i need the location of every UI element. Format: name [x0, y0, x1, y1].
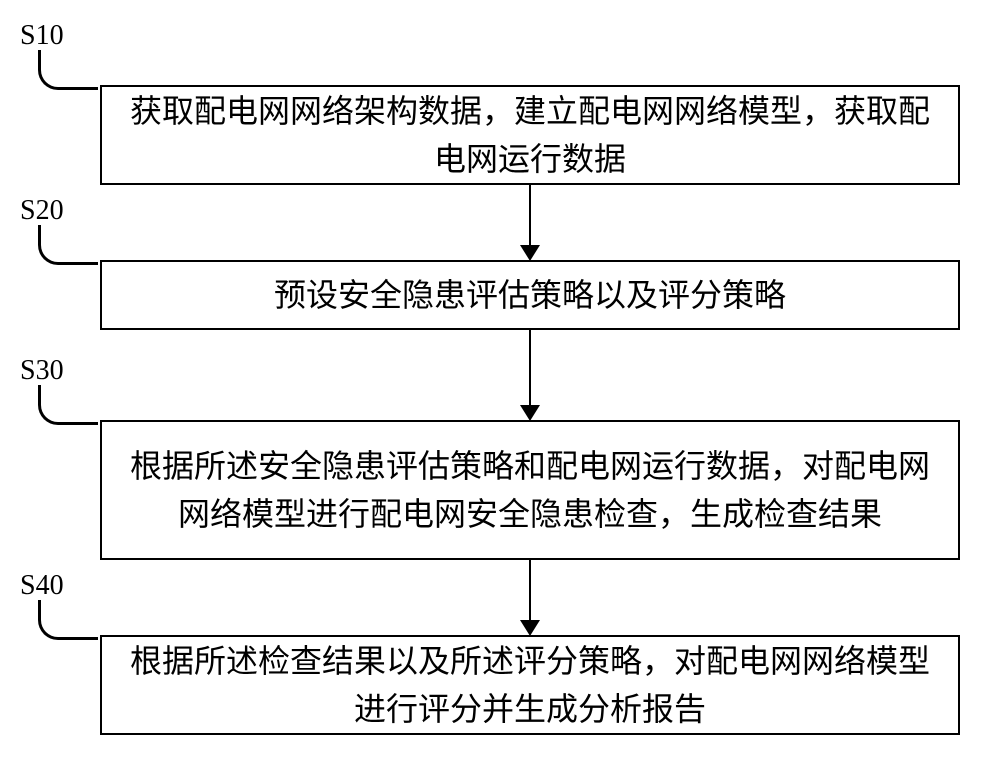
- bracket-s20: [38, 225, 98, 265]
- bracket-s10: [38, 50, 98, 90]
- arrow-s20-s30: [520, 330, 540, 421]
- step-text: 预设安全隐患评估策略以及评分策略: [274, 271, 786, 319]
- step-box-s40: 根据所述检查结果以及所述评分策略，对配电网网络模型进行评分并生成分析报告: [100, 635, 960, 735]
- arrow-head-icon: [520, 245, 540, 261]
- step-text: 获取配电网网络架构数据，建立配电网网络模型，获取配电网运行数据: [122, 87, 938, 183]
- label-text: S10: [20, 20, 64, 51]
- step-box-s10: 获取配电网网络架构数据，建立配电网网络模型，获取配电网运行数据: [100, 85, 960, 185]
- step-text: 根据所述安全隐患评估策略和配电网运行数据，对配电网网络模型进行配电网安全隐患检查…: [122, 442, 938, 538]
- step-label-s20: S20: [20, 195, 64, 227]
- arrow-s30-s40: [520, 560, 540, 636]
- arrow-s10-s20: [520, 185, 540, 261]
- label-text: S30: [20, 355, 64, 386]
- bracket-s40: [38, 600, 98, 640]
- step-box-s20: 预设安全隐患评估策略以及评分策略: [100, 260, 960, 330]
- step-label-s40: S40: [20, 570, 64, 602]
- step-text: 根据所述检查结果以及所述评分策略，对配电网网络模型进行评分并生成分析报告: [122, 637, 938, 733]
- bracket-s30: [38, 385, 98, 425]
- step-label-s30: S30: [20, 355, 64, 387]
- label-text: S20: [20, 195, 64, 226]
- step-label-s10: S10: [20, 20, 64, 52]
- flowchart-container: S10 获取配电网网络架构数据，建立配电网网络模型，获取配电网运行数据 S20 …: [0, 0, 1000, 781]
- step-box-s30: 根据所述安全隐患评估策略和配电网运行数据，对配电网网络模型进行配电网安全隐患检查…: [100, 420, 960, 560]
- arrow-line: [529, 560, 531, 620]
- arrow-line: [529, 330, 531, 405]
- arrow-head-icon: [520, 405, 540, 421]
- label-text: S40: [20, 570, 64, 601]
- arrow-head-icon: [520, 620, 540, 636]
- arrow-line: [529, 185, 531, 245]
